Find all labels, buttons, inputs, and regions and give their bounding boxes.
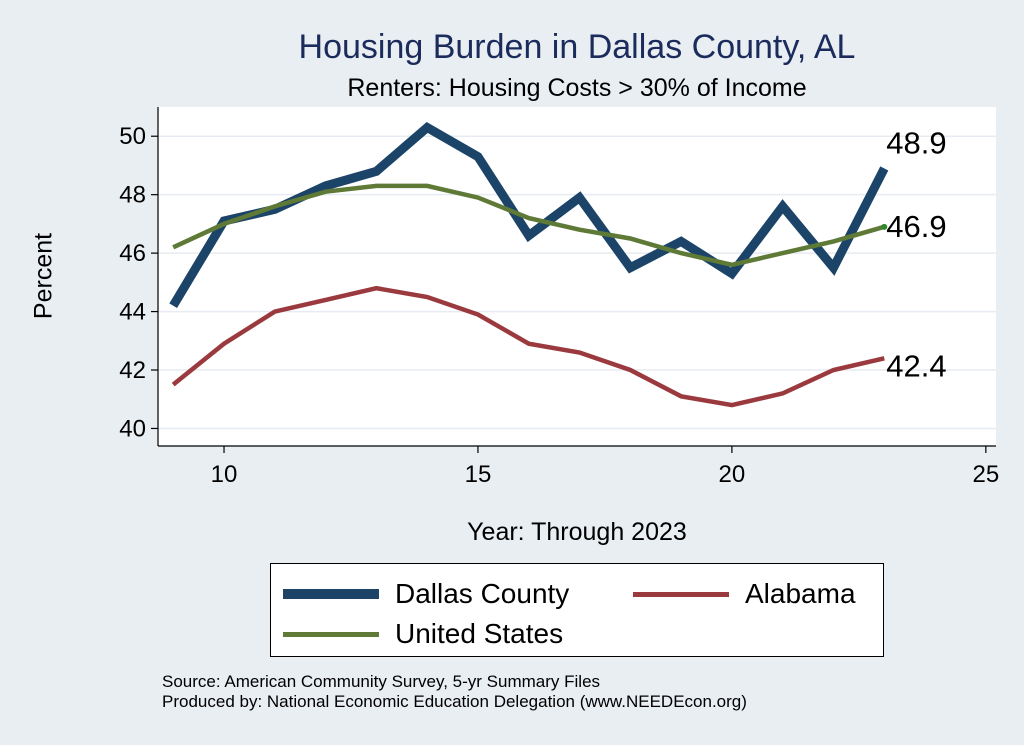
y-tick-label-48: 48 [119, 182, 146, 209]
end-label-alabama: 42.4 [886, 348, 946, 383]
legend: Dallas County Alabama United States [270, 563, 884, 657]
legend-label-alabama: Alabama [745, 578, 856, 609]
plot-area [158, 107, 996, 446]
legend-label-united-states: United States [395, 618, 564, 649]
end-label-united-states: 46.9 [886, 209, 946, 244]
legend-item-alabama: Alabama [633, 578, 856, 610]
series-line-united-states [172, 183, 885, 268]
producer-note: Produced by: National Economic Education… [162, 692, 747, 711]
legend-swatch-dallas-county [283, 589, 379, 599]
y-tick-label-46: 46 [119, 240, 146, 267]
series-end-marker-united-states [881, 223, 888, 230]
legend-item-dallas-county: Dallas County [283, 578, 569, 610]
chart-title: Housing Burden in Dallas County, AL [298, 28, 856, 66]
y-tick-label-42: 42 [119, 357, 146, 384]
end-label-dallas-county: 48.9 [886, 125, 946, 160]
series-line-alabama [171, 285, 885, 408]
x-tick-label-20: 20 [719, 461, 746, 488]
legend-item-united-states: United States [283, 618, 563, 650]
legend-swatch-alabama [633, 591, 729, 597]
y-tick-label-40: 40 [119, 415, 146, 442]
source-note: Source: American Community Survey, 5-yr … [162, 672, 601, 691]
y-tick-label-50: 50 [119, 123, 146, 150]
legend-swatch-united-states [283, 631, 379, 637]
chart-subtitle: Renters: Housing Costs > 30% of Income [347, 74, 807, 102]
y-tick-label-44: 44 [119, 299, 146, 326]
legend-label-dallas-county: Dallas County [395, 578, 570, 609]
x-axis-label: Year: Through 2023 [467, 518, 687, 546]
x-tick-label-15: 15 [465, 461, 492, 488]
y-axis-label: Percent [29, 232, 58, 320]
x-tick-label-25: 25 [972, 461, 999, 488]
x-tick-label-10: 10 [211, 461, 238, 488]
